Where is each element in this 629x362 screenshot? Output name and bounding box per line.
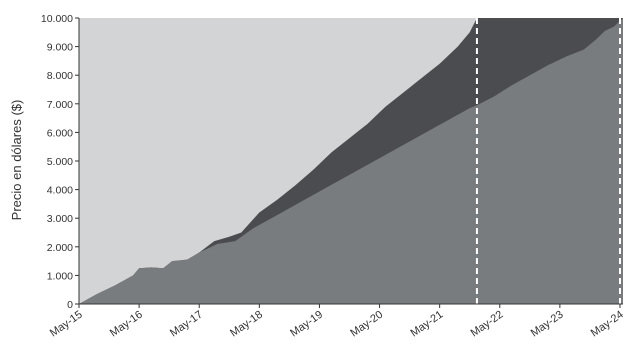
x-tick-label: May-17 <box>168 309 205 340</box>
x-tick-label: May-19 <box>288 309 325 340</box>
x-tick-label: May-21 <box>408 309 445 340</box>
x-tick-label: May-24 <box>589 309 626 340</box>
x-tick-label: May-16 <box>108 309 145 340</box>
y-tick-label: 8.000 <box>47 70 73 82</box>
y-tick-label: 2.000 <box>47 242 73 254</box>
y-tick-label: 0 <box>67 299 73 311</box>
y-axis-title: Precio en dólares ($) <box>9 100 24 221</box>
y-tick-label: 1.000 <box>47 270 73 282</box>
y-tick-label: 3.000 <box>47 213 73 225</box>
y-tick-label: 4.000 <box>47 185 73 197</box>
x-tick-label: May-23 <box>529 309 566 340</box>
series-area-lower <box>79 18 623 304</box>
y-tick-label: 6.000 <box>47 127 73 139</box>
y-tick-label: 9.000 <box>47 42 73 54</box>
y-tick-label: 10.000 <box>41 13 73 25</box>
x-tick-label: May-22 <box>469 309 506 340</box>
x-tick-label: May-15 <box>48 309 85 340</box>
x-tick-label: May-18 <box>228 309 265 340</box>
y-tick-label: 7.000 <box>47 99 73 111</box>
y-tick-label: 5.000 <box>47 156 73 168</box>
x-tick-label: May-20 <box>348 309 385 340</box>
